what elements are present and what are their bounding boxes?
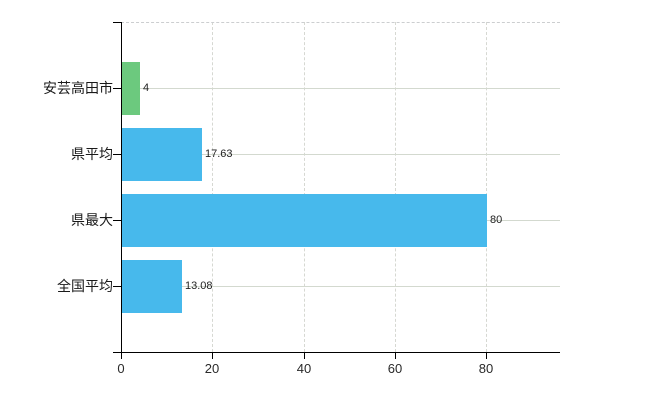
bar-value-label: 13.08 xyxy=(185,280,213,292)
y-gridline xyxy=(122,286,560,287)
y-gridline xyxy=(122,154,560,155)
x-axis-tick xyxy=(486,353,487,359)
x-gridline xyxy=(212,22,214,352)
y-axis-tick xyxy=(113,154,121,155)
y-axis-tick xyxy=(113,220,121,221)
bar-value-label: 4 xyxy=(143,82,150,94)
bar-3 xyxy=(122,260,182,313)
x-gridline xyxy=(394,22,396,352)
category-label: 安芸高田市 xyxy=(43,80,113,96)
x-axis-line xyxy=(113,352,560,353)
x-axis-tick-label: 80 xyxy=(478,361,494,376)
y-axis-tick xyxy=(113,22,121,23)
bar-value-label: 80 xyxy=(490,214,503,226)
category-label: 全国平均 xyxy=(57,278,113,294)
plot-top-dashed-border xyxy=(121,22,560,23)
x-axis-tick-label: 0 xyxy=(117,361,125,376)
x-axis-tick-label: 60 xyxy=(387,361,403,376)
y-gridline xyxy=(122,88,560,89)
x-axis-tick xyxy=(121,353,122,359)
bar-1 xyxy=(122,128,202,181)
category-label: 県平均 xyxy=(71,146,113,162)
bar-0 xyxy=(122,62,140,115)
bar-value-label: 17.63 xyxy=(205,148,233,160)
x-gridline xyxy=(303,22,305,352)
x-axis-tick xyxy=(304,353,305,359)
x-gridline xyxy=(486,22,487,352)
category-label: 県最大 xyxy=(71,212,113,228)
bar-2 xyxy=(122,194,487,247)
y-axis-tick xyxy=(113,286,121,287)
x-axis-tick-label: 20 xyxy=(204,361,220,376)
x-axis-tick xyxy=(212,353,213,359)
y-axis-tick xyxy=(113,88,121,89)
x-axis-tick xyxy=(395,353,396,359)
x-axis-tick-label: 40 xyxy=(296,361,312,376)
y-axis-line xyxy=(121,22,122,352)
